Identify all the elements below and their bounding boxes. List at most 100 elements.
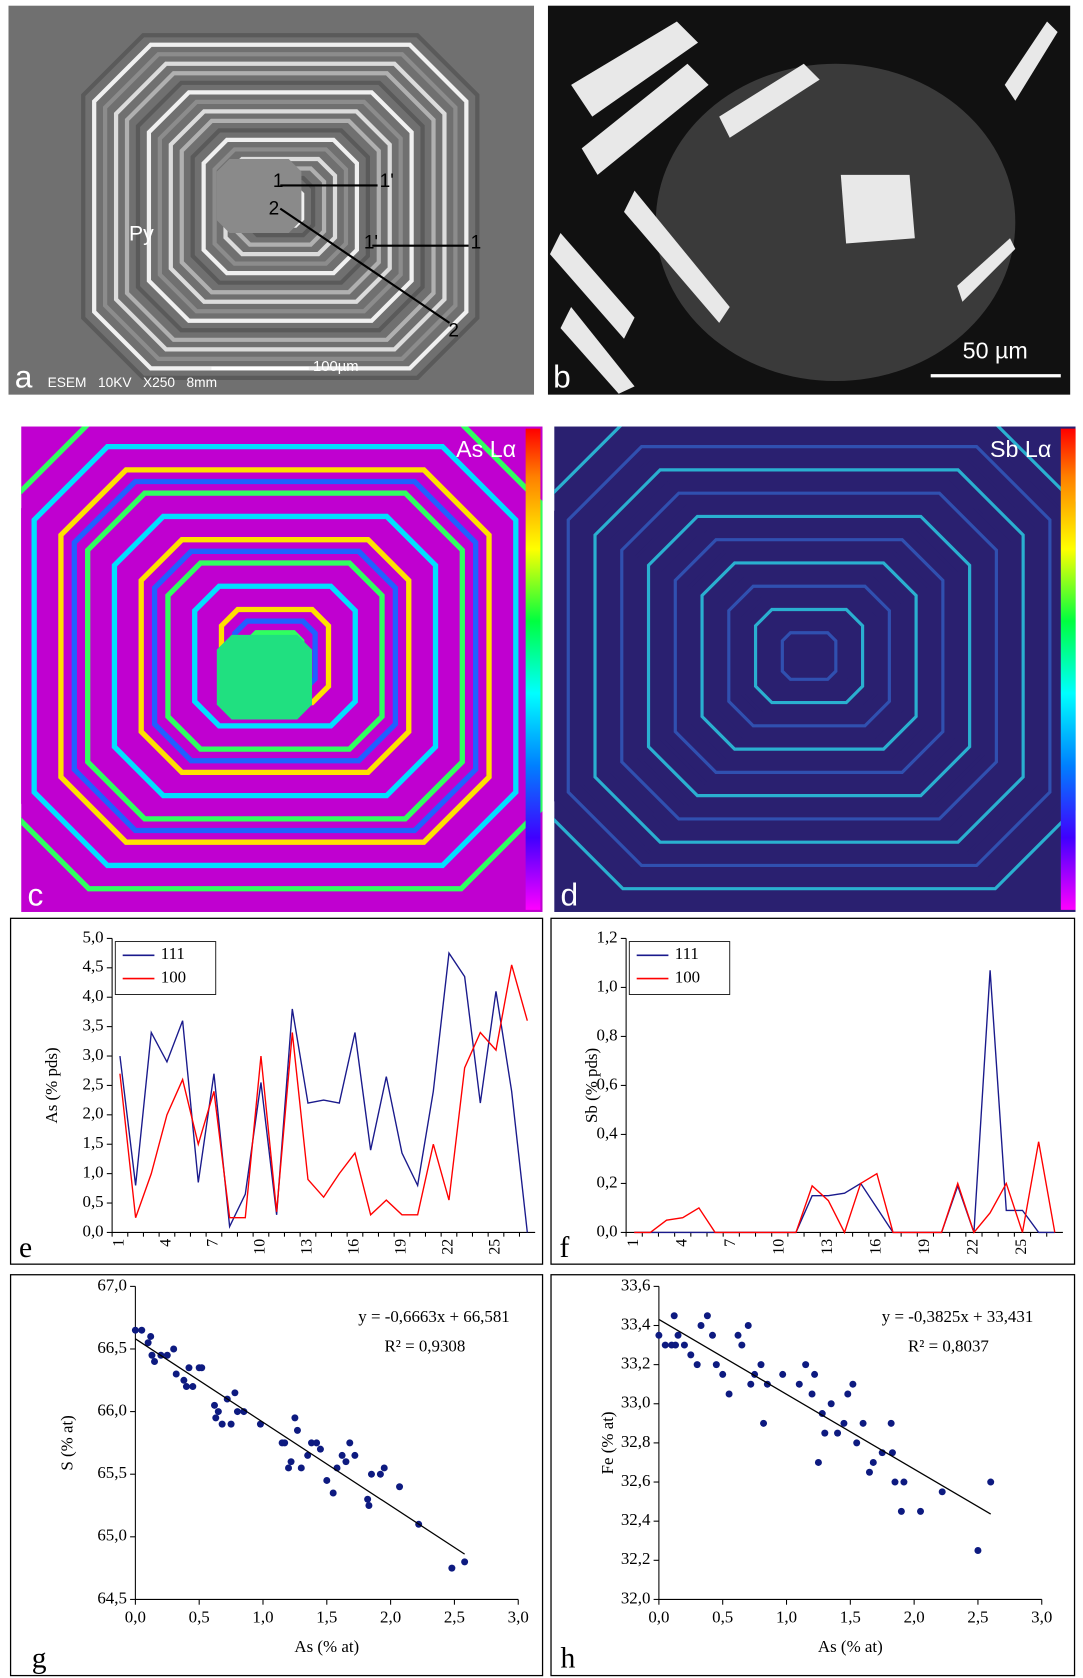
y-tick-label: 33,2: [621, 1354, 651, 1373]
point: [891, 1478, 899, 1486]
zone: [566, 445, 1052, 868]
zone: [151, 548, 399, 764]
y-tick-label: 67,0: [97, 1275, 127, 1294]
zone: [157, 99, 403, 314]
y-tick-label: 65,0: [97, 1526, 127, 1545]
legend-frame: [114, 941, 217, 995]
zone: [633, 503, 985, 809]
y-tick-label: 32,2: [621, 1549, 651, 1568]
scale-label: 100µm: [313, 359, 359, 375]
point: [693, 1361, 701, 1369]
point: [323, 1476, 331, 1484]
point: [844, 1390, 852, 1398]
point: [291, 1414, 299, 1422]
y-tick-label: 64,5: [97, 1588, 127, 1607]
zone: [58, 467, 492, 845]
point: [779, 1370, 787, 1378]
y-tick-label: 32,0: [621, 1588, 651, 1607]
zone: [216, 158, 302, 233]
point: [938, 1488, 946, 1496]
profile-label: 2: [448, 320, 459, 341]
y-tick-label: 2,5: [83, 1074, 104, 1093]
series-line: [634, 970, 1055, 1234]
point: [189, 1383, 197, 1391]
point: [285, 1464, 293, 1472]
zone: [593, 468, 1025, 844]
point: [338, 1451, 346, 1459]
y-tick-label: 32,6: [621, 1471, 651, 1490]
point: [827, 1400, 835, 1408]
profile-label: 2: [269, 199, 280, 220]
zone: [135, 80, 425, 333]
y-tick-label: 1,5: [83, 1133, 104, 1152]
point: [297, 1464, 305, 1472]
point: [808, 1390, 816, 1398]
point: [834, 1429, 842, 1437]
x-tick-label: 0,0: [125, 1607, 146, 1626]
zone: [146, 90, 414, 323]
zone: [125, 525, 425, 787]
point: [227, 1420, 235, 1428]
y-tick-label: 4,5: [83, 957, 104, 976]
x-tick-label: 19: [916, 1239, 933, 1255]
panel-a-labels: 1 1' 2 1' 1 2 Py 100µm ESEM 10KV X250 8m…: [15, 171, 1061, 913]
profile-label: 1': [380, 171, 394, 192]
point: [661, 1341, 669, 1349]
color-scale: [525, 428, 541, 910]
profile-label: 1: [273, 171, 284, 192]
zone: [192, 583, 358, 729]
point: [313, 1439, 321, 1447]
element-label: As Lα: [456, 436, 516, 462]
y-tick-label: 33,4: [621, 1314, 651, 1333]
point: [172, 1370, 180, 1378]
chart-frame: [9, 1274, 544, 1677]
y-tick-label: 0,2: [597, 1172, 618, 1191]
point: [747, 1380, 755, 1388]
zone: [646, 514, 972, 798]
zone: [81, 33, 480, 380]
x-tick-label: 2,0: [904, 1607, 925, 1626]
x-axis-title: As (% at): [294, 1637, 359, 1656]
x-tick-label: 13: [299, 1239, 316, 1255]
point: [316, 1445, 324, 1453]
zone: [201, 137, 360, 276]
y-tick-label: 1,0: [597, 976, 618, 995]
point: [376, 1470, 384, 1478]
point: [757, 1361, 765, 1369]
point: [671, 1341, 679, 1349]
point: [865, 1468, 873, 1476]
panel-label: a: [15, 358, 33, 394]
panel-label: c: [27, 877, 43, 913]
zone: [713, 573, 905, 740]
point: [897, 1507, 905, 1515]
zone: [178, 571, 372, 741]
point: [811, 1370, 819, 1378]
point: [734, 1331, 742, 1339]
zone: [580, 456, 1039, 856]
point: [231, 1389, 239, 1397]
point: [670, 1312, 678, 1320]
x-tick-label: 13: [819, 1239, 836, 1255]
sem-image: [8, 5, 535, 395]
zone: [740, 596, 878, 716]
point: [163, 1351, 171, 1359]
zone: [606, 479, 1012, 833]
point: [888, 1449, 896, 1457]
x-tick-label: 19: [393, 1239, 410, 1255]
optical-image: [547, 5, 1071, 395]
zone: [179, 118, 381, 295]
zone: [620, 491, 998, 821]
point: [680, 1341, 688, 1349]
zone: [216, 634, 312, 720]
zone: [113, 61, 447, 352]
zone: [98, 502, 452, 810]
x-tick-label: 7: [205, 1239, 222, 1247]
panel-label: f: [559, 1232, 569, 1264]
x-tick-label: 2,5: [967, 1607, 988, 1626]
profile-label: 1': [364, 233, 378, 254]
sb-map: [554, 426, 1076, 912]
point: [887, 1419, 895, 1427]
point: [147, 1332, 155, 1340]
point: [725, 1390, 733, 1398]
